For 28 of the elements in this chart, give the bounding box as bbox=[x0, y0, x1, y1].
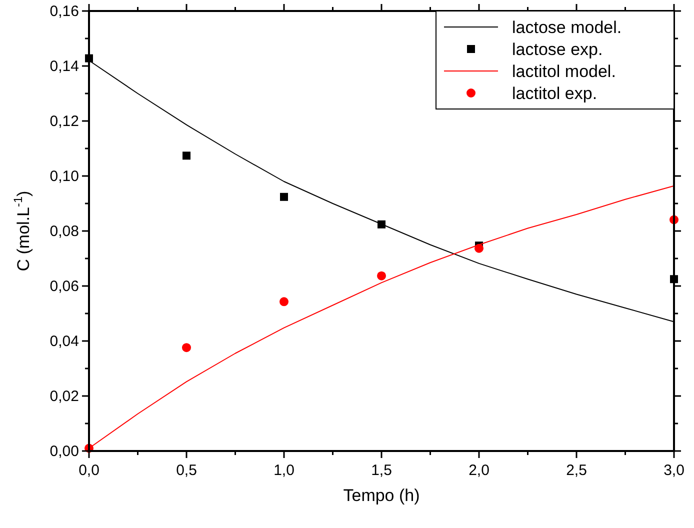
y-tick-label: 0,10 bbox=[50, 168, 79, 185]
x-tick-label: 0,0 bbox=[78, 462, 100, 479]
x-tick-label: 1,5 bbox=[371, 462, 392, 479]
y-tick-label: 0,04 bbox=[50, 333, 79, 350]
y-tick-label: 0,16 bbox=[50, 3, 79, 20]
legend-label: lactose model. bbox=[512, 18, 622, 37]
point bbox=[182, 152, 190, 160]
point bbox=[474, 244, 484, 253]
legend-label: lactose exp. bbox=[512, 40, 603, 59]
x-tick-label: 2,5 bbox=[566, 462, 587, 479]
x-tick-label: 0,5 bbox=[176, 462, 197, 479]
x-tick-label: 1,0 bbox=[274, 462, 294, 479]
point bbox=[280, 192, 288, 201]
y-tick-label: 0,02 bbox=[50, 388, 79, 405]
y-tick-label: 0,06 bbox=[50, 278, 79, 295]
point bbox=[182, 343, 191, 352]
point bbox=[378, 220, 386, 228]
y-tick-label: 0,12 bbox=[50, 113, 79, 130]
y-tick-label: 0,14 bbox=[50, 58, 79, 75]
x-tick-label: 2,0 bbox=[468, 462, 490, 479]
point bbox=[280, 297, 288, 306]
y-tick-label: 0,00 bbox=[50, 443, 79, 460]
x-axis-title: Tempo (h) bbox=[343, 486, 420, 505]
x-tick-label: 3,0 bbox=[664, 462, 684, 479]
legend-label: lactitol exp. bbox=[512, 84, 598, 103]
legend-label: lactitol model. bbox=[512, 62, 616, 81]
y-tick-label: 0,08 bbox=[50, 223, 79, 240]
point bbox=[377, 271, 386, 280]
